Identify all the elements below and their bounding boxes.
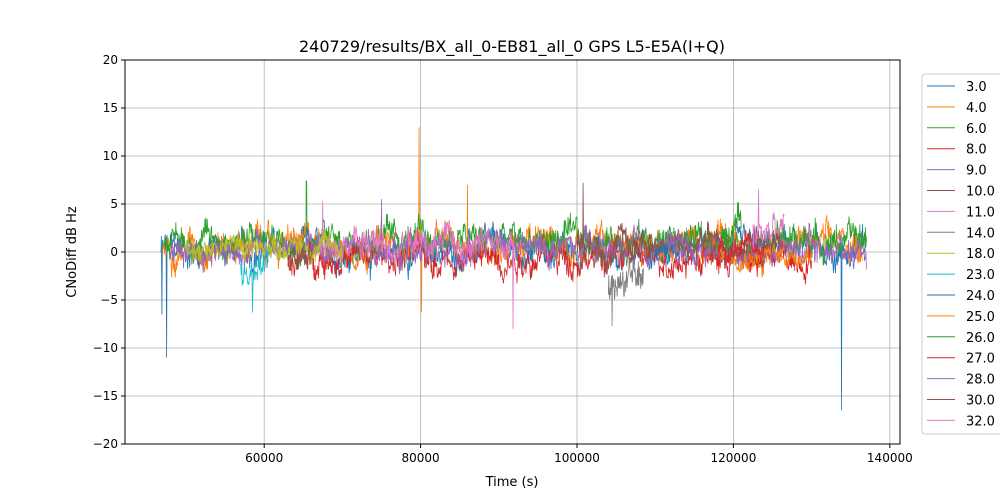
legend-label: 6.0 <box>966 122 987 137</box>
series-line-18-0 <box>185 228 343 265</box>
legend: 3.0 4.0 6.0 8.0 9.0 10.0 11.0 14.0 18.0 23.0 24.0 2… <box>921 73 1000 435</box>
x-axis-label: Time (s) <box>485 475 539 490</box>
x-tick-label: 140000 <box>867 451 913 465</box>
series-line-6-0 <box>163 180 867 269</box>
series-line-8-0 <box>287 232 812 285</box>
x-tick-label: 80000 <box>402 451 440 465</box>
legend-label: 9.0 <box>966 164 987 179</box>
legend-label: 11.0 <box>966 205 995 220</box>
x-tick-label: 60000 <box>245 451 283 465</box>
y-tick-label: 0 <box>110 245 118 259</box>
series-line-26-0 <box>721 202 742 253</box>
legend-label: 23.0 <box>966 268 995 283</box>
legend-label: 10.0 <box>966 185 995 200</box>
series-line-11-0 <box>318 201 515 329</box>
series-line-30-0 <box>287 246 312 272</box>
legend-label: 4.0 <box>966 101 987 116</box>
legend-box <box>921 73 1000 435</box>
legend-label: 3.0 <box>966 80 987 95</box>
legend-label: 25.0 <box>966 310 995 325</box>
x-tick-label: 100000 <box>554 451 600 465</box>
series-line-28-0 <box>666 227 687 254</box>
series-line-25-0 <box>717 244 812 273</box>
y-tick-label: −20 <box>93 437 118 451</box>
legend-label: 27.0 <box>966 352 995 367</box>
chart-title: 240729/results/BX_all_0-EB81_all_0 GPS L… <box>299 37 725 57</box>
legend-label: 24.0 <box>966 289 995 304</box>
plot-frame <box>124 59 901 445</box>
y-axis-label: CNoDiff dB Hz <box>65 206 80 298</box>
y-tick-label: −15 <box>93 389 118 403</box>
series-line-23-0 <box>240 247 269 313</box>
x-tick-label: 120000 <box>711 451 757 465</box>
y-tick-label: −5 <box>100 293 118 307</box>
legend-label: 32.0 <box>966 414 995 429</box>
y-tick-label: −10 <box>93 341 118 355</box>
legend-label: 8.0 <box>966 143 987 158</box>
series-line-10-0 <box>576 182 781 275</box>
series-line-14-0 <box>607 258 644 326</box>
y-tick-label: 10 <box>103 149 118 163</box>
legend-label: 18.0 <box>966 247 995 262</box>
y-tick-label: 15 <box>103 101 118 115</box>
legend-label: 14.0 <box>966 226 995 241</box>
legend-label: 30.0 <box>966 394 995 409</box>
series-line-32-0 <box>752 188 785 250</box>
series-line-27-0 <box>717 229 766 266</box>
legend-label: 26.0 <box>966 331 995 346</box>
y-tick-label: 5 <box>110 197 118 211</box>
legend-label: 28.0 <box>966 373 995 388</box>
y-tick-label: 20 <box>103 53 118 67</box>
